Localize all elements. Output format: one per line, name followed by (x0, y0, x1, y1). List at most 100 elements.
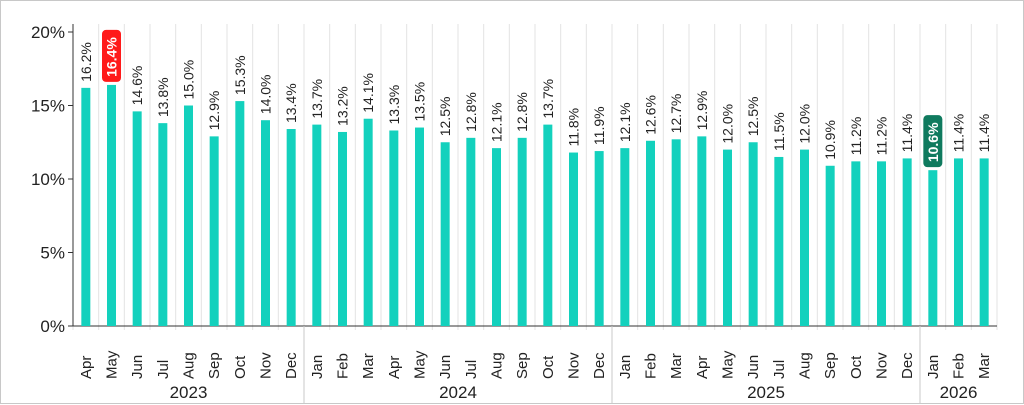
data-label: 12.5% (437, 97, 453, 137)
bar (261, 120, 270, 326)
x-tick-label: Mar (976, 353, 993, 379)
data-label: 12.1% (617, 102, 633, 142)
bar (338, 131, 347, 326)
y-tick-label: 5% (40, 244, 65, 263)
bar (389, 130, 399, 326)
bar (132, 111, 142, 326)
data-label-highlight: 10.6% (925, 122, 941, 162)
data-label: 12.9% (206, 91, 222, 131)
bar (184, 105, 193, 326)
data-label: 12.8% (514, 92, 530, 132)
x-tick-label: Jan (309, 355, 326, 379)
bar (363, 118, 373, 326)
y-tick-label: 15% (31, 97, 65, 116)
highlight-badge (923, 115, 943, 168)
highlight-badge (102, 29, 121, 82)
bar (492, 148, 501, 326)
data-label: 11.2% (874, 117, 890, 156)
bar (851, 161, 861, 326)
data-label: 15.0% (181, 60, 197, 100)
x-tick-label: Sep (822, 352, 839, 379)
bar (902, 158, 912, 326)
bar (646, 140, 655, 326)
x-tick-label: Jan (617, 355, 634, 379)
x-tick-label: Feb (951, 353, 968, 379)
x-tick-label: Sep (514, 352, 531, 379)
x-tick-label: Aug (181, 352, 198, 379)
x-tick-label: Dec (283, 352, 300, 379)
x-tick-label: Nov (258, 352, 275, 379)
data-label: 15.3% (232, 55, 248, 95)
x-tick-label: Nov (566, 352, 583, 379)
x-tick-label: Jun (129, 355, 146, 379)
x-tick-label: Jul (771, 360, 788, 379)
bar (877, 161, 886, 326)
data-label: 11.5% (771, 112, 787, 151)
x-tick-label: Jun (437, 355, 454, 379)
data-label: 13.7% (540, 79, 556, 119)
x-tick-label: Aug (489, 352, 506, 379)
x-tick-label: May (104, 350, 121, 379)
x-tick-label: Jul (155, 360, 172, 379)
data-label: 13.7% (309, 79, 325, 119)
bar (594, 151, 604, 326)
bar (748, 142, 758, 326)
data-label: 12.6% (643, 95, 659, 135)
x-tick-label: Apr (78, 356, 95, 379)
bar (440, 142, 450, 326)
data-label: 13.8% (155, 77, 171, 117)
data-label: 12.0% (797, 104, 813, 144)
bar (928, 170, 938, 326)
data-label: 13.3% (386, 85, 402, 125)
x-tick-label: Nov (874, 352, 891, 379)
bar (81, 87, 91, 326)
bar (209, 136, 219, 326)
data-label: 11.4% (899, 114, 915, 153)
bar (825, 165, 835, 326)
data-label: 12.1% (489, 102, 505, 142)
data-label: 14.6% (129, 66, 145, 106)
data-label: 11.2% (848, 117, 864, 156)
x-tick-label: Jan (925, 355, 942, 379)
bar (415, 127, 424, 326)
bar (543, 124, 553, 326)
x-tick-label: Apr (694, 356, 711, 379)
bar (107, 84, 116, 326)
x-tick-label: Oct (540, 355, 557, 379)
bar (954, 158, 963, 326)
bar (517, 137, 527, 326)
y-tick-label: 10% (31, 170, 65, 189)
data-label: 11.4% (951, 114, 967, 153)
bar (312, 124, 322, 326)
bar (286, 129, 296, 326)
x-tick-label: May (720, 350, 737, 379)
bar (774, 156, 784, 326)
year-label: 2023 (170, 383, 208, 402)
bar (620, 148, 630, 326)
bar (979, 158, 989, 326)
year-label: 2026 (940, 383, 978, 402)
y-tick-label: 0% (40, 317, 65, 336)
x-tick-label: Sep (206, 352, 223, 379)
data-label: 13.4% (283, 83, 299, 123)
year-label: 2025 (747, 383, 785, 402)
x-tick-label: Jun (745, 355, 762, 379)
data-label: 12.9% (694, 91, 710, 131)
data-label: 12.0% (720, 104, 736, 144)
year-label: 2024 (439, 383, 477, 402)
data-label: 13.5% (412, 82, 428, 122)
x-tick-label: Oct (232, 355, 249, 379)
data-label: 12.7% (668, 94, 684, 134)
x-tick-label: Feb (643, 353, 660, 379)
data-label: 12.8% (463, 92, 479, 132)
bar (158, 123, 168, 326)
bar (569, 152, 578, 326)
x-tick-label: Apr (386, 356, 403, 379)
data-label-highlight: 16.4% (104, 37, 120, 77)
data-label: 10.9% (822, 120, 838, 160)
x-tick-label: Mar (668, 353, 685, 379)
x-tick-label: May (412, 350, 429, 379)
data-label: 11.4% (976, 114, 992, 153)
